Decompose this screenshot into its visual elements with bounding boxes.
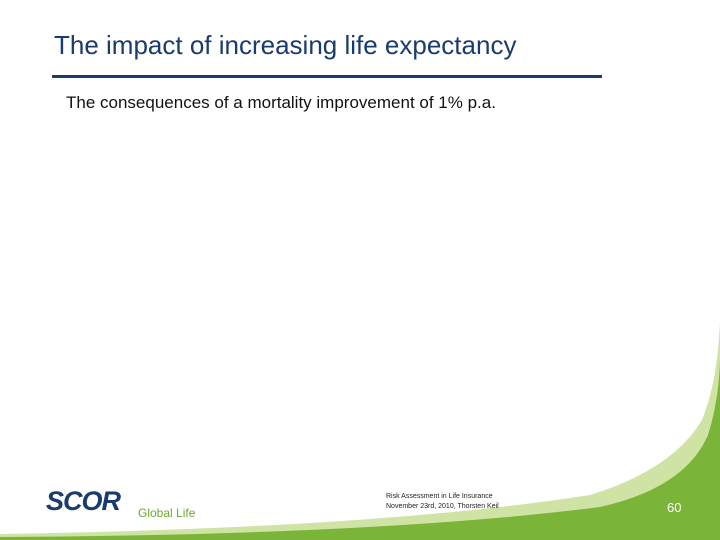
page-number: 60 [667, 500, 682, 515]
logo-wordmark: SCOR [46, 486, 121, 516]
logo-tagline: Global Life [138, 506, 196, 520]
footer-line-2: November 23rd, 2010, Thorsten Keil [386, 503, 499, 510]
slide-subtitle: The consequences of a mortality improvem… [66, 93, 496, 112]
footer-line-1: Risk Assessment in Life Insurance [386, 493, 493, 500]
scor-logo: SCOR Global Life [46, 486, 206, 526]
footer-info: Risk Assessment in Life Insurance Novemb… [386, 492, 499, 512]
slide-title: The impact of increasing life expectancy [54, 30, 517, 60]
title-underline [52, 75, 602, 78]
